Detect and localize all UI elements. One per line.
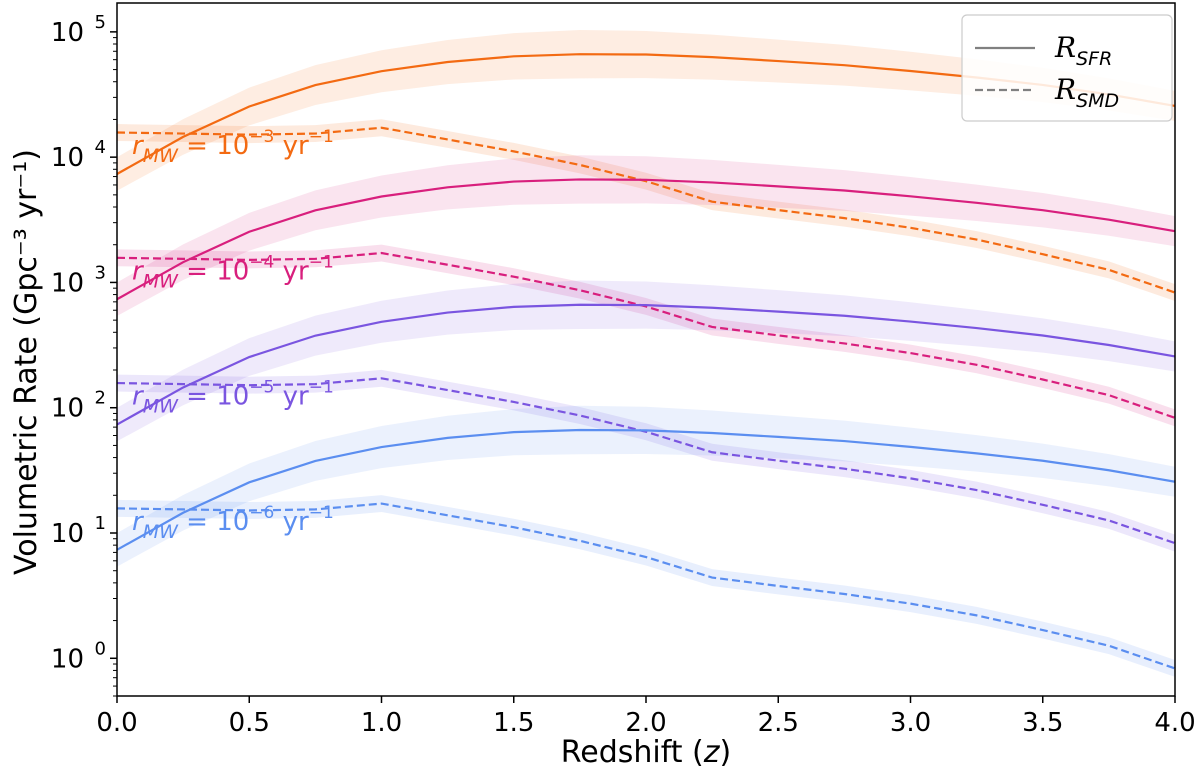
y-tick-label: 10 0 (51, 638, 106, 674)
y-tick-label: 10 2 (51, 388, 106, 424)
series-label: rMW = 10−3 yr−1 (132, 127, 334, 167)
series-label: rMW = 10−6 yr−1 (132, 503, 334, 543)
x-tick-label: 1.0 (361, 708, 402, 738)
y-tick-label: 10 3 (51, 262, 106, 298)
smd-line (116, 251, 1176, 419)
sfr-line (116, 428, 1176, 551)
x-tick-label: 0.0 (96, 708, 137, 738)
smd-band (117, 244, 1175, 427)
x-tick-label: 2.0 (625, 708, 666, 738)
x-tick-label: 3.0 (890, 708, 931, 738)
x-axis-ticks: 0.0 0.5 1.0 1.5 2.0 2.5 3.0 3.5 4.0 (96, 696, 1196, 738)
series-label: rMW = 10−5 yr−1 (132, 378, 334, 418)
series-label: rMW = 10−4 yr−1 (132, 252, 334, 292)
smd-line (116, 126, 1176, 294)
sfr-line (116, 178, 1176, 301)
legend: RSFR RSMD (961, 14, 1173, 122)
x-tick-label: 2.5 (758, 708, 799, 738)
x-tick-label: 0.5 (229, 708, 270, 738)
x-tick-label: 1.5 (493, 708, 534, 738)
x-tick-label: 4.0 (1154, 708, 1195, 738)
smd-band (117, 369, 1175, 552)
x-tick-label: 3.5 (1022, 708, 1063, 738)
x-axis-label: Redshift (z) (561, 735, 731, 770)
uncertainty-bands (117, 29, 1175, 677)
smd-band (117, 119, 1175, 302)
sfr-line (116, 303, 1176, 426)
legend-entry-smd: RSMD (1054, 73, 1119, 112)
y-tick-label: 10 5 (51, 12, 106, 48)
legend-entry-sfr: RSFR (1054, 31, 1112, 70)
y-tick-label: 10 4 (51, 137, 106, 173)
series-annotations: rMW = 10−3 yr−1 rMW = 10−4 yr−1 rMW = 10−5… (132, 127, 334, 543)
smd-band (117, 495, 1175, 677)
series-lines (116, 53, 1176, 670)
legend-box (961, 14, 1173, 122)
y-tick-label: 10 1 (51, 513, 106, 549)
smd-line (116, 377, 1176, 545)
smd-line (116, 502, 1176, 670)
y-axis-label: Volumetric Rate (Gpc⁻³ yr⁻¹) (9, 149, 44, 575)
